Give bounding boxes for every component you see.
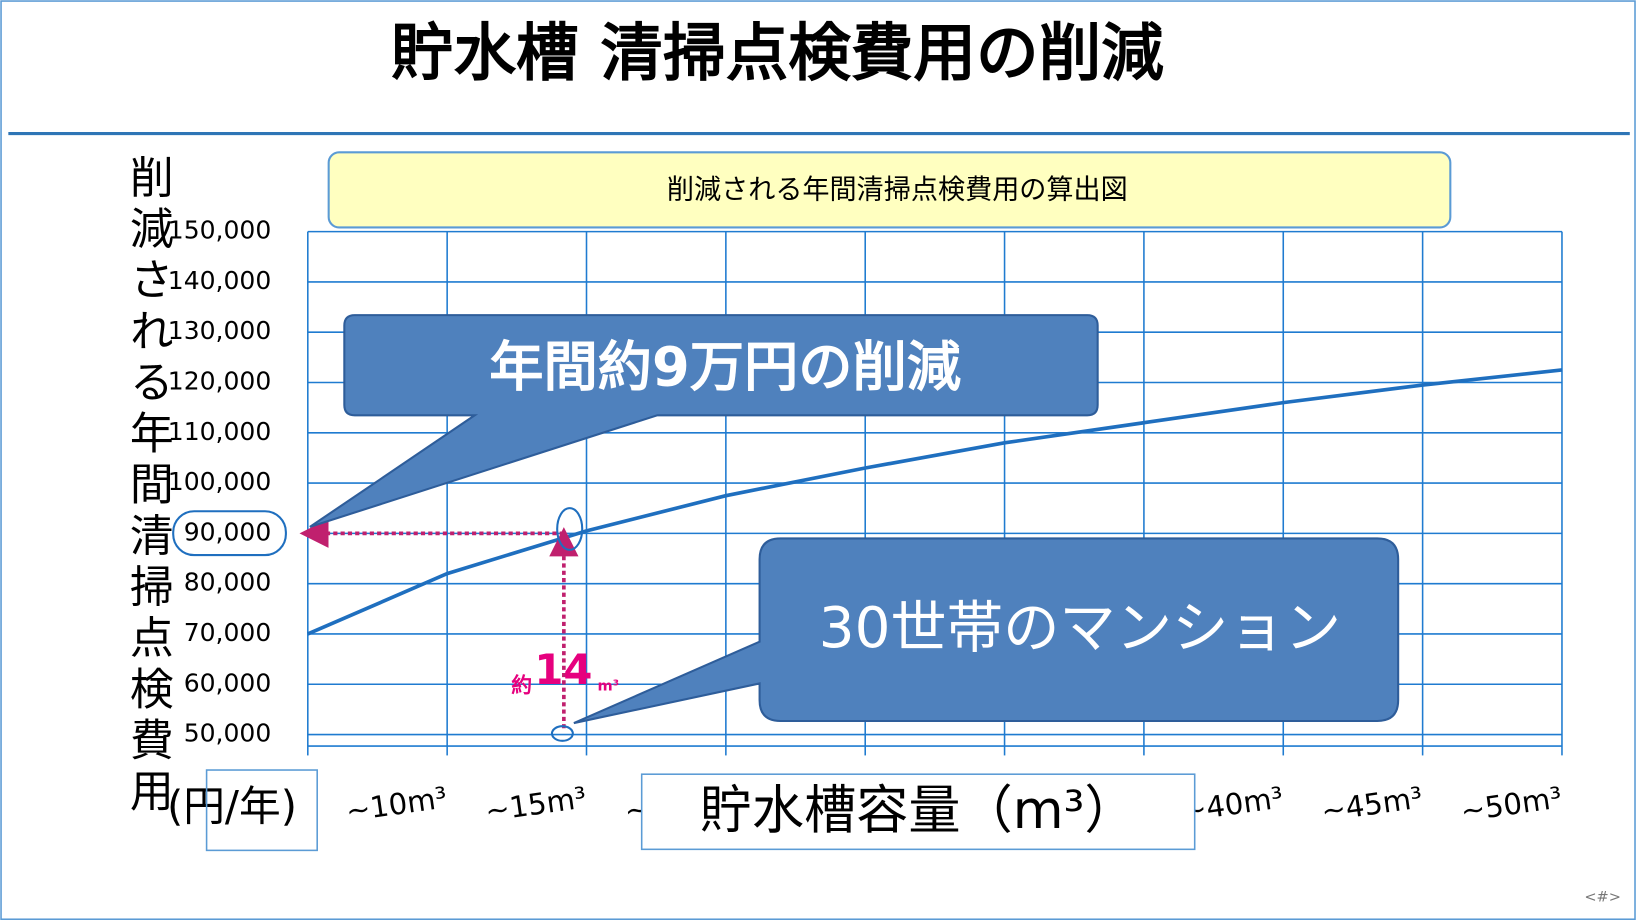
callout-box (309, 314, 1099, 528)
y-tick-label: 90,000 (184, 517, 272, 546)
y-tick-label: 140,000 (168, 266, 272, 295)
x-axis-label: 貯水槽容量（m³） (700, 781, 1137, 841)
chart-title: 削減される年間清掃点検費用の算出図 (667, 174, 1128, 205)
y-axis-label: 削減される年間清掃点検費用 (123, 154, 175, 820)
x-label-box (640, 773, 1196, 851)
highlight-value: 14 (534, 645, 592, 694)
y-tick-label: 60,000 (184, 668, 272, 697)
y-tick-label: 120,000 (168, 367, 272, 396)
y-tick-label: 70,000 (184, 618, 272, 647)
y-tick-label: 100,000 (168, 467, 272, 496)
callout-box (573, 537, 1400, 725)
y-tick-label: 50,000 (184, 719, 272, 748)
y-tick-label: 150,000 (168, 216, 272, 245)
highlight-oval (172, 510, 287, 557)
chart-title-box (327, 151, 1452, 229)
y-axis-unit: (円/年) (167, 782, 297, 831)
page-number: <#> (1584, 888, 1621, 905)
y-tick-label: 80,000 (184, 568, 272, 597)
highlight-oval (550, 725, 574, 742)
callout-text: 30世帯のマンション (819, 596, 1341, 661)
y-tick-label: 130,000 (168, 316, 272, 345)
callout-text: 年間約9万円の削減 (489, 336, 961, 399)
slide-title: 貯水槽 清掃点検費用の削減 (391, 16, 1164, 89)
y-tick-label: 110,000 (168, 417, 272, 446)
data-line (307, 368, 1563, 636)
highlight-prefix: 約 (511, 674, 532, 698)
highlight-unit: m³ (597, 678, 619, 695)
text-frame (205, 769, 318, 852)
highlight-oval (556, 507, 584, 551)
